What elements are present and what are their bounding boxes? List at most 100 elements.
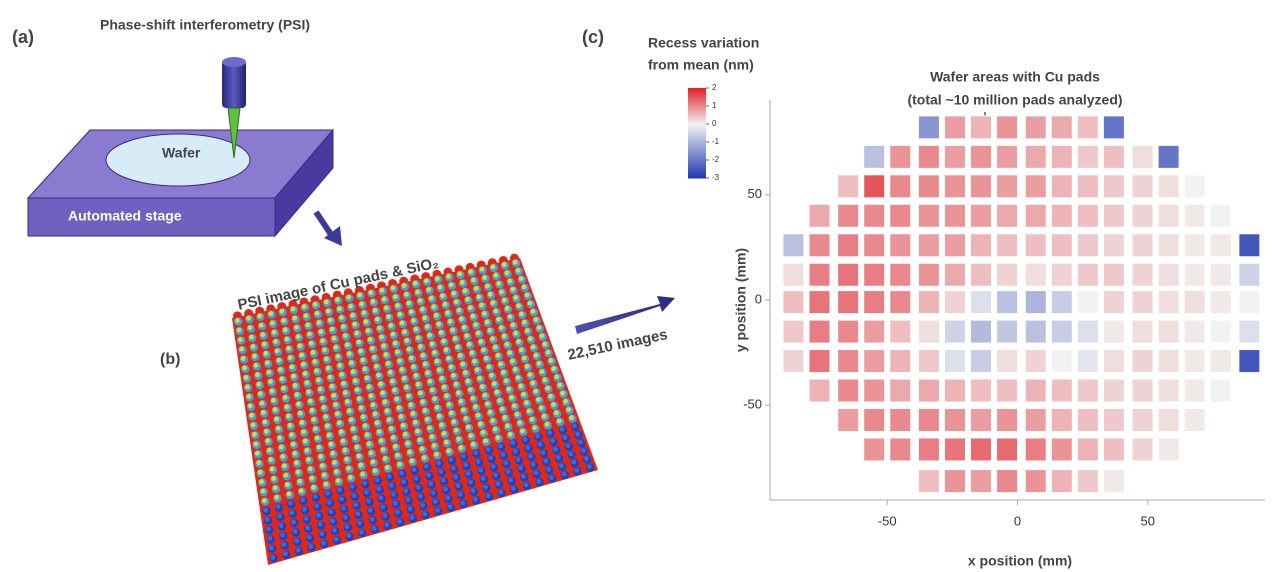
pad-cell xyxy=(943,262,966,287)
psi-pad-core xyxy=(327,317,333,323)
psi-pad-core xyxy=(462,370,468,375)
psi-pad-core xyxy=(306,389,311,395)
psi-pad-core xyxy=(336,306,342,311)
pad-cell xyxy=(782,319,805,344)
psi-pad-core xyxy=(388,426,394,431)
pad-cell xyxy=(1076,408,1099,432)
psi-pad-core xyxy=(513,295,519,300)
psi-pad-core xyxy=(346,533,352,539)
psi-pad-core xyxy=(292,529,298,534)
pad-cell xyxy=(1024,349,1047,374)
psi-pad-core xyxy=(475,458,481,464)
psi-pad-core xyxy=(453,299,459,305)
pad-cell xyxy=(1157,349,1180,374)
psi-pad-core xyxy=(536,360,542,366)
psi-pad-core xyxy=(431,304,437,310)
psi-pad-core xyxy=(323,356,329,362)
psi-pad-core xyxy=(467,305,473,311)
psi-pad-core xyxy=(392,294,398,300)
psi-pad-core xyxy=(453,474,459,480)
pad-cell xyxy=(943,349,966,374)
psi-pad-core xyxy=(374,316,380,322)
pad-cell xyxy=(996,378,1019,403)
psi-pad-core xyxy=(332,459,337,465)
psi-pad-core xyxy=(384,408,390,414)
psi-pad-core xyxy=(295,469,301,475)
pad-cell xyxy=(1157,203,1180,228)
psi-pad-core xyxy=(507,350,513,355)
psi-pad-core xyxy=(533,388,539,394)
pad-cell xyxy=(996,174,1019,199)
psi-pad-core xyxy=(289,364,295,370)
psi-pad-core xyxy=(494,389,500,395)
colorbar-segment xyxy=(688,136,706,139)
x-tick-label: 50 xyxy=(1141,513,1155,528)
pad-cell xyxy=(1157,378,1180,403)
pad-cell xyxy=(943,233,966,258)
psi-pad-core xyxy=(418,344,423,349)
psi-pad-core xyxy=(586,464,592,470)
psi-pad-core xyxy=(510,358,515,364)
psi-pad-core xyxy=(422,408,428,413)
psi-pad-core xyxy=(465,296,470,302)
psi-pad-core xyxy=(510,322,516,328)
psi-pad-core xyxy=(413,326,419,332)
psi-pad-core xyxy=(313,426,318,432)
psi-pad-core xyxy=(551,366,557,371)
colorbar-segment xyxy=(688,132,706,135)
psi-pad-core xyxy=(545,349,551,355)
psi-pad-core xyxy=(352,321,358,327)
psi-pad-core xyxy=(420,352,426,358)
psi-pad-core xyxy=(331,335,337,341)
colorbar-segment xyxy=(688,176,706,179)
psi-pad-core xyxy=(286,345,291,351)
psi-pad-core xyxy=(401,329,407,335)
pad-cell xyxy=(917,290,940,315)
psi-pad-core xyxy=(574,467,580,473)
psi-pad-core xyxy=(578,439,583,445)
psi-pad-core xyxy=(372,307,378,313)
psi-pad-core xyxy=(460,500,466,506)
psi-pad-core xyxy=(475,412,481,418)
psi-pad-core xyxy=(296,401,301,407)
psi-pad-core xyxy=(288,500,293,506)
psi-pad-core xyxy=(278,444,284,450)
colorbar-segment xyxy=(688,158,706,161)
psi-pad-core xyxy=(321,472,327,478)
pad-cell xyxy=(970,319,993,344)
psi-pad-core xyxy=(360,414,366,420)
psi-pad-core xyxy=(352,435,358,441)
psi-pad-core xyxy=(266,526,271,532)
psi-pad-core xyxy=(540,450,546,456)
psi-pad-core xyxy=(422,361,428,367)
psi-pad-core xyxy=(257,391,263,397)
psi-pad-core xyxy=(356,453,362,459)
psi-pad-core xyxy=(292,450,298,456)
psi-pad-core xyxy=(495,353,501,358)
psi-pad-core xyxy=(332,527,337,533)
pad-cell xyxy=(808,203,831,228)
psi-pad-core xyxy=(439,375,445,381)
psi-pad-core xyxy=(521,284,527,290)
psi-pad-core xyxy=(460,361,466,367)
psi-pad-core xyxy=(523,400,529,406)
psi-pad-core xyxy=(411,317,416,323)
psi-pad-core xyxy=(530,308,536,314)
psi-pad-core xyxy=(528,453,533,459)
psi-pad-core xyxy=(420,399,426,405)
psi-pad-core xyxy=(533,352,539,358)
psi-pad-core xyxy=(479,266,485,272)
colorbar-segment xyxy=(688,120,706,123)
pad-cell xyxy=(970,262,993,287)
psi-pad-core xyxy=(384,465,390,470)
psi-pad-core xyxy=(304,447,310,453)
psi-pad-core xyxy=(303,313,309,319)
colorbar-segment xyxy=(688,138,706,141)
psi-pad-core xyxy=(483,355,489,361)
pad-cell xyxy=(1157,290,1180,315)
colorbar-segment xyxy=(688,90,706,93)
pad-cell xyxy=(943,319,966,344)
pad-cell xyxy=(996,349,1019,374)
pad-cell xyxy=(1131,349,1154,374)
pad-cell xyxy=(863,174,886,199)
